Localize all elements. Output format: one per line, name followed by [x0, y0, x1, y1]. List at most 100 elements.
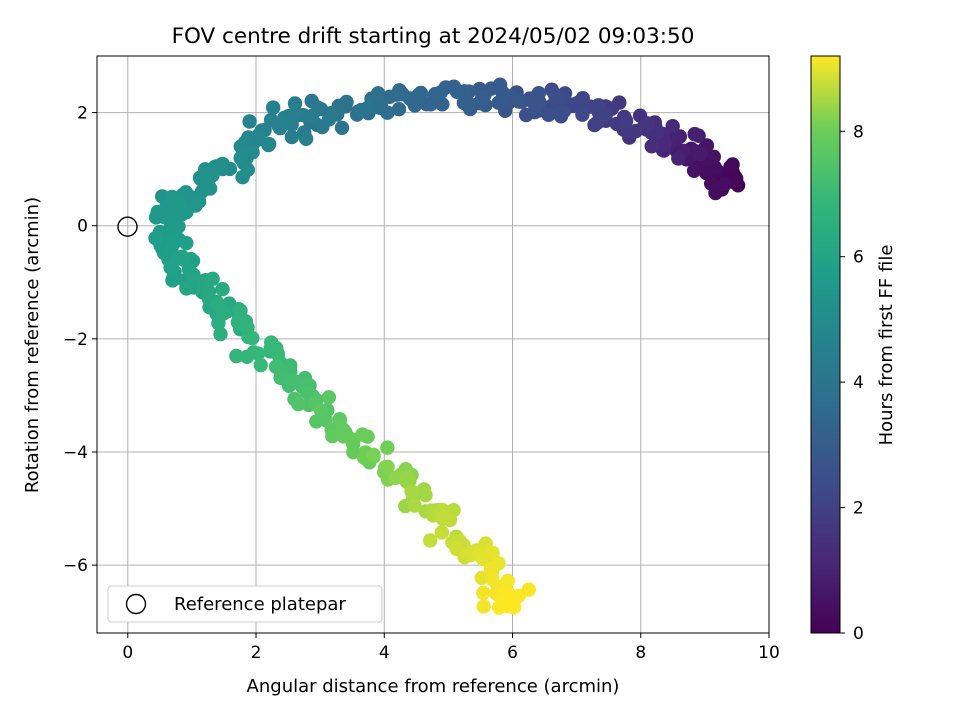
scatter-point [298, 131, 314, 146]
scatter-point [704, 176, 719, 191]
scatter-point [239, 349, 255, 364]
scatter-point [491, 95, 506, 110]
scatter-point [251, 132, 267, 147]
scatter-point [418, 487, 433, 503]
scatter-point [575, 107, 590, 122]
colorbar-tick-label: 4 [853, 373, 864, 393]
scatter-point [449, 84, 465, 100]
legend-box [107, 585, 383, 623]
scatter-point [215, 282, 230, 297]
scatter-point [428, 86, 443, 102]
x-tick-label: 4 [379, 643, 390, 663]
scatter-point [399, 470, 414, 485]
scatter-point [315, 119, 330, 135]
y-tick-label: −6 [63, 556, 88, 576]
colorbar-label: Hours from first FF file [876, 245, 897, 446]
scatter-point [618, 114, 633, 130]
y-tick-label: 2 [77, 104, 88, 124]
scatter-point [500, 573, 515, 589]
scatter-point [205, 271, 220, 286]
y-axis-ticks: −6 −4 −2 0 2 [63, 104, 97, 576]
scatter-point [165, 273, 180, 288]
scatter-point [205, 168, 220, 183]
legend-reference-label: Reference platepar [174, 594, 346, 615]
scatter-point [380, 440, 395, 455]
scatter-point [253, 357, 268, 373]
scatter-point [476, 585, 491, 600]
x-tick-label: 2 [251, 643, 262, 663]
scatter-point [245, 330, 260, 346]
scatter-point [391, 102, 407, 117]
scatter-point [229, 348, 244, 364]
scatter-point [192, 170, 208, 185]
scatter-point [179, 205, 194, 220]
scatter-point [591, 98, 606, 113]
scatter-point [687, 126, 702, 142]
x-axis-label: Angular distance from reference (arcmin) [247, 676, 620, 697]
scatter-point [404, 484, 419, 499]
scatter-point [665, 119, 680, 134]
scatter-point [266, 100, 281, 115]
colorbar-tick-label: 8 [853, 122, 864, 142]
scatter-point [407, 498, 422, 513]
scatter-point [717, 176, 733, 192]
scatter-point [555, 104, 570, 120]
y-tick-label: −4 [63, 443, 88, 463]
legend-reference-marker [125, 593, 147, 615]
scatter-point [313, 403, 329, 418]
scatter-point [245, 145, 260, 160]
scatter-point [380, 459, 395, 475]
scatter-point [250, 346, 266, 361]
colorbar-ticks: 0 2 4 6 8 [840, 122, 864, 644]
scatter-point [693, 146, 708, 162]
chart-title: FOV centre drift starting at 2024/05/02 … [172, 24, 695, 49]
reference-marker [117, 216, 138, 237]
scatter-point [242, 114, 257, 129]
scatter-point [434, 525, 449, 540]
scatter-point [640, 116, 655, 131]
y-tick-label: 0 [77, 217, 88, 237]
colorbar [810, 55, 841, 634]
scatter-point [287, 96, 303, 111]
scatter-point [233, 303, 248, 318]
scatter-points [148, 77, 746, 615]
x-tick-label: 10 [758, 643, 780, 663]
y-tick-label: −2 [63, 330, 88, 350]
scatter-point [148, 231, 163, 246]
scatter-point [171, 194, 186, 210]
scatter-point [500, 598, 516, 614]
scatter-point [723, 159, 738, 175]
scatter-point [541, 107, 556, 123]
colorbar-tick-label: 0 [853, 624, 864, 644]
scatter-point [274, 115, 289, 131]
x-axis-ticks: 0 2 4 6 8 10 [122, 633, 780, 663]
scatter-point [187, 194, 203, 210]
colorbar-tick-label: 2 [853, 499, 864, 519]
scatter-point [366, 447, 381, 462]
scatter-point [370, 86, 386, 101]
scatter-point [179, 281, 194, 296]
scatter-point [150, 204, 165, 220]
scatter-point [213, 326, 228, 342]
scatter-point [349, 107, 365, 122]
legend: Reference platepar [107, 585, 383, 623]
scatter-point [449, 541, 464, 556]
scatter-point [548, 90, 564, 106]
x-tick-label: 0 [122, 643, 133, 663]
x-tick-label: 6 [507, 643, 518, 663]
scatter-point [284, 129, 300, 145]
colorbar-tick-label: 6 [853, 248, 864, 268]
scatter-point [269, 359, 285, 374]
scatter-point [321, 390, 337, 405]
scatter-point [370, 100, 386, 115]
scatter-point [291, 396, 306, 412]
scatter-point [233, 150, 248, 166]
scatter-point [388, 470, 403, 485]
scatter-point [334, 120, 350, 135]
scatter-point [355, 427, 370, 442]
scatter-point [344, 432, 359, 447]
scatter-point [474, 93, 489, 108]
scatter-point [360, 100, 375, 116]
scatter-point [476, 599, 491, 614]
